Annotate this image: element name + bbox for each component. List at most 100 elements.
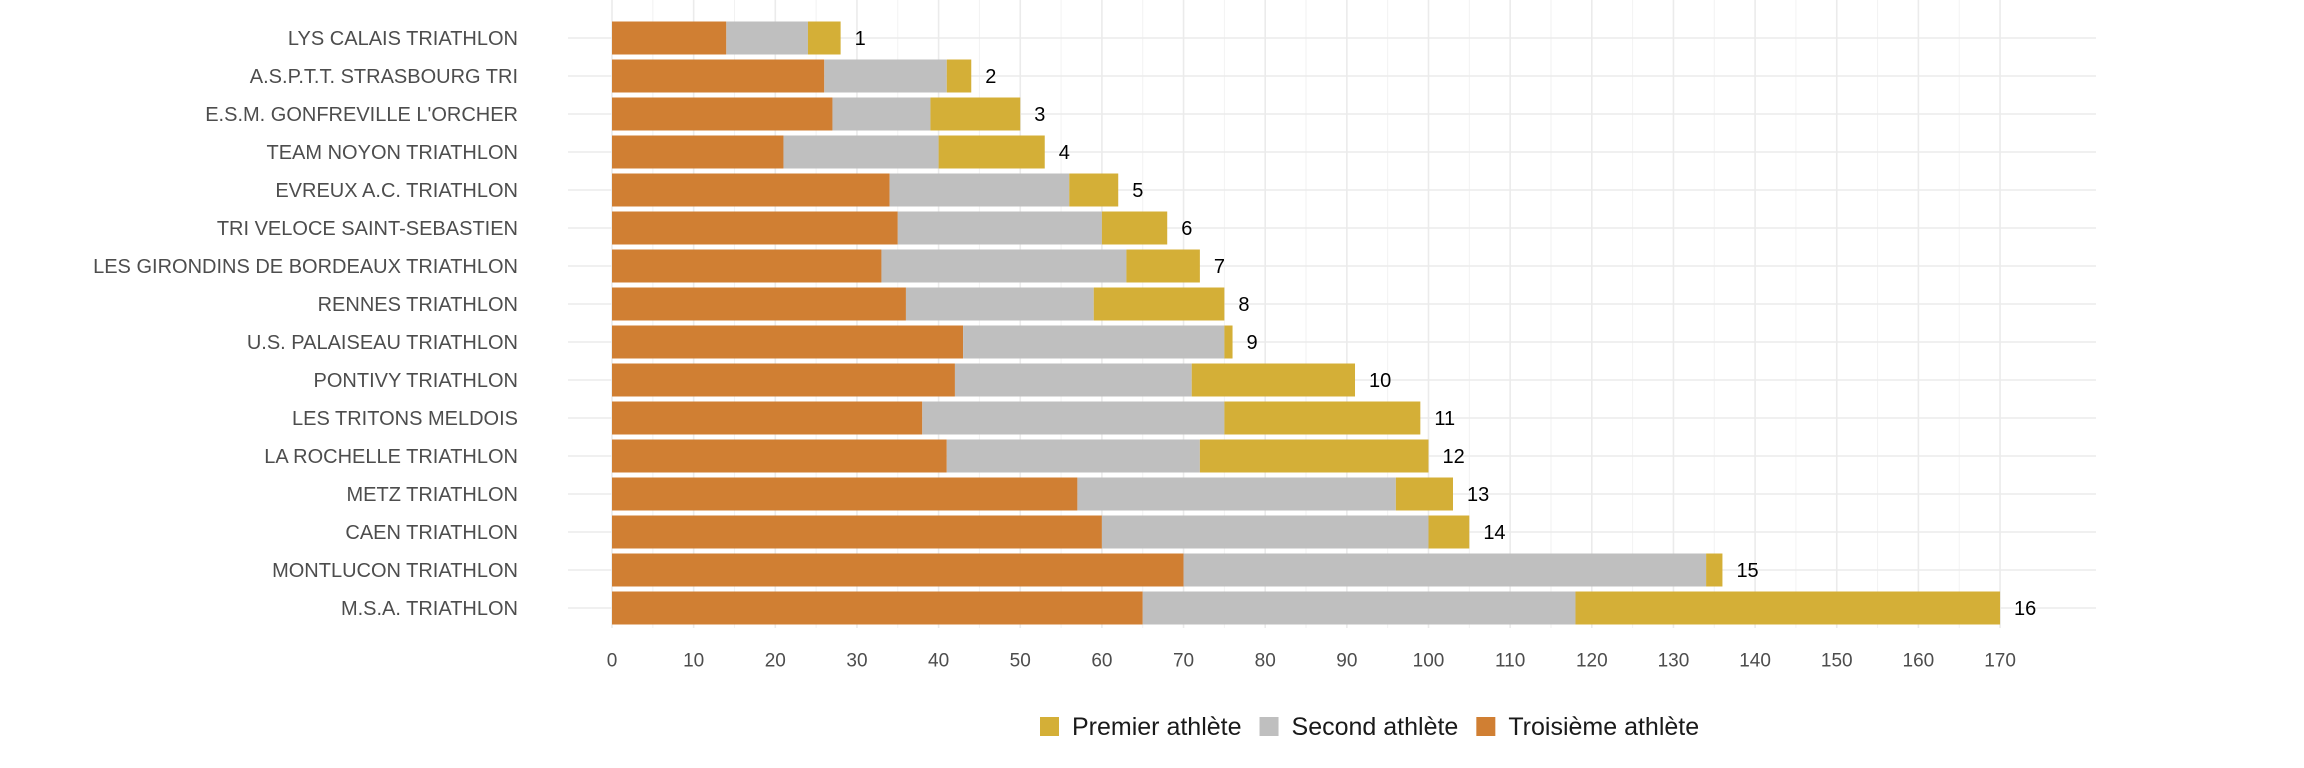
bar-segment bbox=[1706, 553, 1723, 587]
x-axis-ticks: 0 10 20 30 40 50 60 70 80 90 100 110 120 130 140 150 160… bbox=[607, 651, 2016, 672]
rank-label: 6 bbox=[1181, 218, 1192, 240]
x-tick-label: 160 bbox=[1903, 651, 1935, 672]
rank-label: 12 bbox=[1443, 446, 1465, 468]
bar-segment bbox=[1101, 211, 1168, 245]
rank-label: 14 bbox=[1483, 522, 1505, 544]
bar-segment bbox=[897, 211, 1102, 245]
bar-segment bbox=[905, 287, 1094, 321]
x-tick-label: 60 bbox=[1091, 651, 1112, 672]
x-tick-label: 170 bbox=[1984, 651, 2016, 672]
bar-segment bbox=[612, 515, 1102, 549]
bar-segment bbox=[612, 591, 1143, 625]
rank-label: 4 bbox=[1059, 142, 1070, 164]
x-tick-label: 150 bbox=[1821, 651, 1853, 672]
bar-segment bbox=[783, 135, 939, 169]
bar-segment bbox=[938, 135, 1045, 169]
x-tick-label: 30 bbox=[846, 651, 867, 672]
bar-segment bbox=[889, 173, 1070, 207]
bar-segment bbox=[832, 97, 931, 131]
rank-label: 15 bbox=[1736, 560, 1758, 582]
bar-segment bbox=[930, 97, 1021, 131]
x-tick-label: 0 bbox=[607, 651, 618, 672]
rank-label: 13 bbox=[1467, 484, 1489, 506]
bar-segment bbox=[1126, 249, 1200, 283]
bar-segment bbox=[612, 439, 947, 473]
rank-label: 11 bbox=[1434, 408, 1455, 430]
bar-segment bbox=[963, 325, 1225, 359]
x-tick-label: 140 bbox=[1739, 651, 1771, 672]
x-tick-label: 110 bbox=[1495, 651, 1525, 672]
legend-label: Premier athlète bbox=[1072, 713, 1242, 741]
x-tick-label: 130 bbox=[1658, 651, 1690, 672]
legend-label: Troisième athlète bbox=[1508, 713, 1699, 741]
club-label: PONTIVY TRIATHLON bbox=[314, 370, 518, 392]
club-label: METZ TRIATHLON bbox=[347, 484, 518, 506]
club-label: TEAM NOYON TRIATHLON bbox=[266, 142, 518, 164]
x-tick-label: 100 bbox=[1413, 651, 1445, 672]
bar-segment bbox=[1191, 363, 1356, 397]
rank-label: 3 bbox=[1034, 104, 1045, 126]
x-tick-label: 80 bbox=[1255, 651, 1276, 672]
bar-segment bbox=[946, 439, 1200, 473]
bar-segment bbox=[612, 287, 906, 321]
bar-segment bbox=[807, 21, 841, 55]
bar-segment bbox=[612, 325, 964, 359]
rank-label: 5 bbox=[1132, 180, 1143, 202]
bar-segment bbox=[612, 59, 825, 93]
bar-segment bbox=[1183, 553, 1707, 587]
rank-label: 8 bbox=[1238, 294, 1249, 316]
x-tick-label: 40 bbox=[928, 651, 949, 672]
bar-segment bbox=[1101, 515, 1429, 549]
bar-segment bbox=[824, 59, 947, 93]
x-tick-label: 10 bbox=[683, 651, 704, 672]
legend: Premier athlète Second athlète Troisième a… bbox=[1040, 713, 1699, 741]
club-label: LES GIRONDINS DE BORDEAUX TRIATHLON bbox=[93, 256, 518, 278]
bar-segment bbox=[881, 249, 1127, 283]
bar-segment bbox=[1199, 439, 1429, 473]
rank-label: 1 bbox=[855, 28, 866, 50]
bar-segment bbox=[954, 363, 1192, 397]
x-tick-label: 20 bbox=[765, 651, 786, 672]
x-tick-label: 70 bbox=[1173, 651, 1194, 672]
rank-label: 2 bbox=[985, 66, 996, 88]
club-label: MONTLUCON TRIATHLON bbox=[272, 560, 518, 582]
legend-swatch bbox=[1040, 717, 1059, 736]
bar-segment bbox=[612, 135, 784, 169]
x-tick-label: 90 bbox=[1336, 651, 1357, 672]
club-label: TRI VELOCE SAINT-SEBASTIEN bbox=[217, 218, 518, 240]
club-label: LES TRITONS MELDOIS bbox=[292, 408, 518, 430]
rank-label: 7 bbox=[1214, 256, 1225, 278]
rank-label: 16 bbox=[2014, 598, 2036, 620]
bar-segment bbox=[1224, 325, 1233, 359]
bars bbox=[612, 21, 2001, 625]
bar-segment bbox=[612, 21, 727, 55]
club-label: LA ROCHELLE TRIATHLON bbox=[264, 446, 518, 468]
bar-segment bbox=[612, 401, 923, 435]
club-labels: LYS CALAIS TRIATHLON A.S.P.T.T. STRASBOUR… bbox=[93, 28, 518, 620]
bar-segment bbox=[1575, 591, 2001, 625]
bar-segment bbox=[922, 401, 1225, 435]
bar-segment bbox=[612, 553, 1184, 587]
legend-swatch bbox=[1476, 717, 1496, 736]
bar-segment bbox=[612, 363, 955, 397]
x-tick-label: 120 bbox=[1576, 651, 1608, 672]
bar-segment bbox=[612, 97, 833, 131]
club-label: RENNES TRIATHLON bbox=[318, 294, 518, 316]
bar-segment bbox=[1069, 173, 1119, 207]
club-label: CAEN TRIATHLON bbox=[345, 522, 518, 544]
bar-segment bbox=[612, 249, 882, 283]
club-label: U.S. PALAISEAU TRIATHLON bbox=[247, 332, 518, 354]
club-label: A.S.P.T.T. STRASBOURG TRI bbox=[250, 66, 518, 88]
bar-segment bbox=[1077, 477, 1396, 511]
club-label: M.S.A. TRIATHLON bbox=[341, 598, 518, 620]
club-label: LYS CALAIS TRIATHLON bbox=[288, 28, 518, 50]
legend-swatch bbox=[1259, 717, 1279, 736]
x-tick-label: 50 bbox=[1010, 651, 1031, 672]
club-label: E.S.M. GONFREVILLE L'ORCHER bbox=[205, 104, 518, 126]
bar-segment bbox=[1395, 477, 1453, 511]
bar-segment bbox=[1093, 287, 1225, 321]
bar-segment bbox=[726, 21, 808, 55]
rank-label: 9 bbox=[1247, 332, 1258, 354]
rank-label: 10 bbox=[1369, 370, 1391, 392]
